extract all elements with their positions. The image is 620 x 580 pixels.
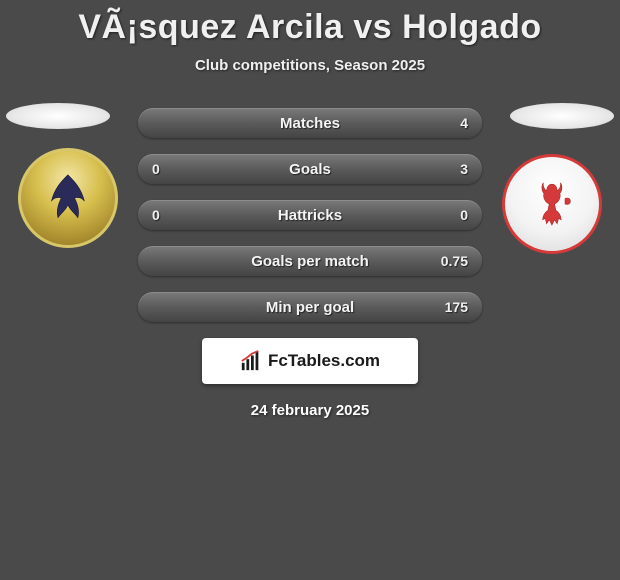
comparison-body: Matches 4 0 Goals 3 0 Hattricks 0 Goals …: [0, 108, 620, 419]
stat-left-value: 0: [138, 154, 174, 184]
player-left-ellipse: [6, 103, 110, 129]
fctables-link[interactable]: FcTables.com: [202, 338, 418, 384]
infographic-container: VÃ¡squez Arcila vs Holgado Club competit…: [0, 0, 620, 419]
eagle-icon: [35, 165, 101, 231]
stat-row-goals-per-match: Goals per match 0.75: [138, 246, 482, 276]
america-de-cali-crest: [502, 154, 602, 254]
stat-right-value: 4: [446, 108, 482, 138]
player-right-ellipse: [510, 103, 614, 129]
stat-row-min-per-goal: Min per goal 175: [138, 292, 482, 322]
page-title: VÃ¡squez Arcila vs Holgado: [0, 8, 620, 47]
stat-right-value: 3: [446, 154, 482, 184]
devil-icon: [519, 171, 585, 237]
stat-left-value: [138, 292, 166, 322]
stats-rows: Matches 4 0 Goals 3 0 Hattricks 0 Goals …: [138, 108, 482, 322]
stat-left-value: 0: [138, 200, 174, 230]
stat-label: Matches: [280, 115, 340, 132]
aguilas-doradas-crest: [18, 148, 118, 248]
fctables-label: FcTables.com: [268, 351, 380, 371]
stat-left-value: [138, 246, 166, 276]
stat-left-value: [138, 108, 166, 138]
stat-label: Goals per match: [251, 253, 369, 270]
stat-label: Hattricks: [278, 207, 342, 224]
stat-row-goals: 0 Goals 3: [138, 154, 482, 184]
stat-right-value: 175: [431, 292, 482, 322]
date-label: 24 february 2025: [0, 402, 620, 419]
stat-row-matches: Matches 4: [138, 108, 482, 138]
bar-chart-icon: [240, 350, 262, 372]
stat-label: Min per goal: [266, 299, 354, 316]
stat-right-value: 0: [446, 200, 482, 230]
stat-right-value: 0.75: [427, 246, 482, 276]
stat-label: Goals: [289, 161, 331, 178]
stat-row-hattricks: 0 Hattricks 0: [138, 200, 482, 230]
page-subtitle: Club competitions, Season 2025: [0, 57, 620, 74]
